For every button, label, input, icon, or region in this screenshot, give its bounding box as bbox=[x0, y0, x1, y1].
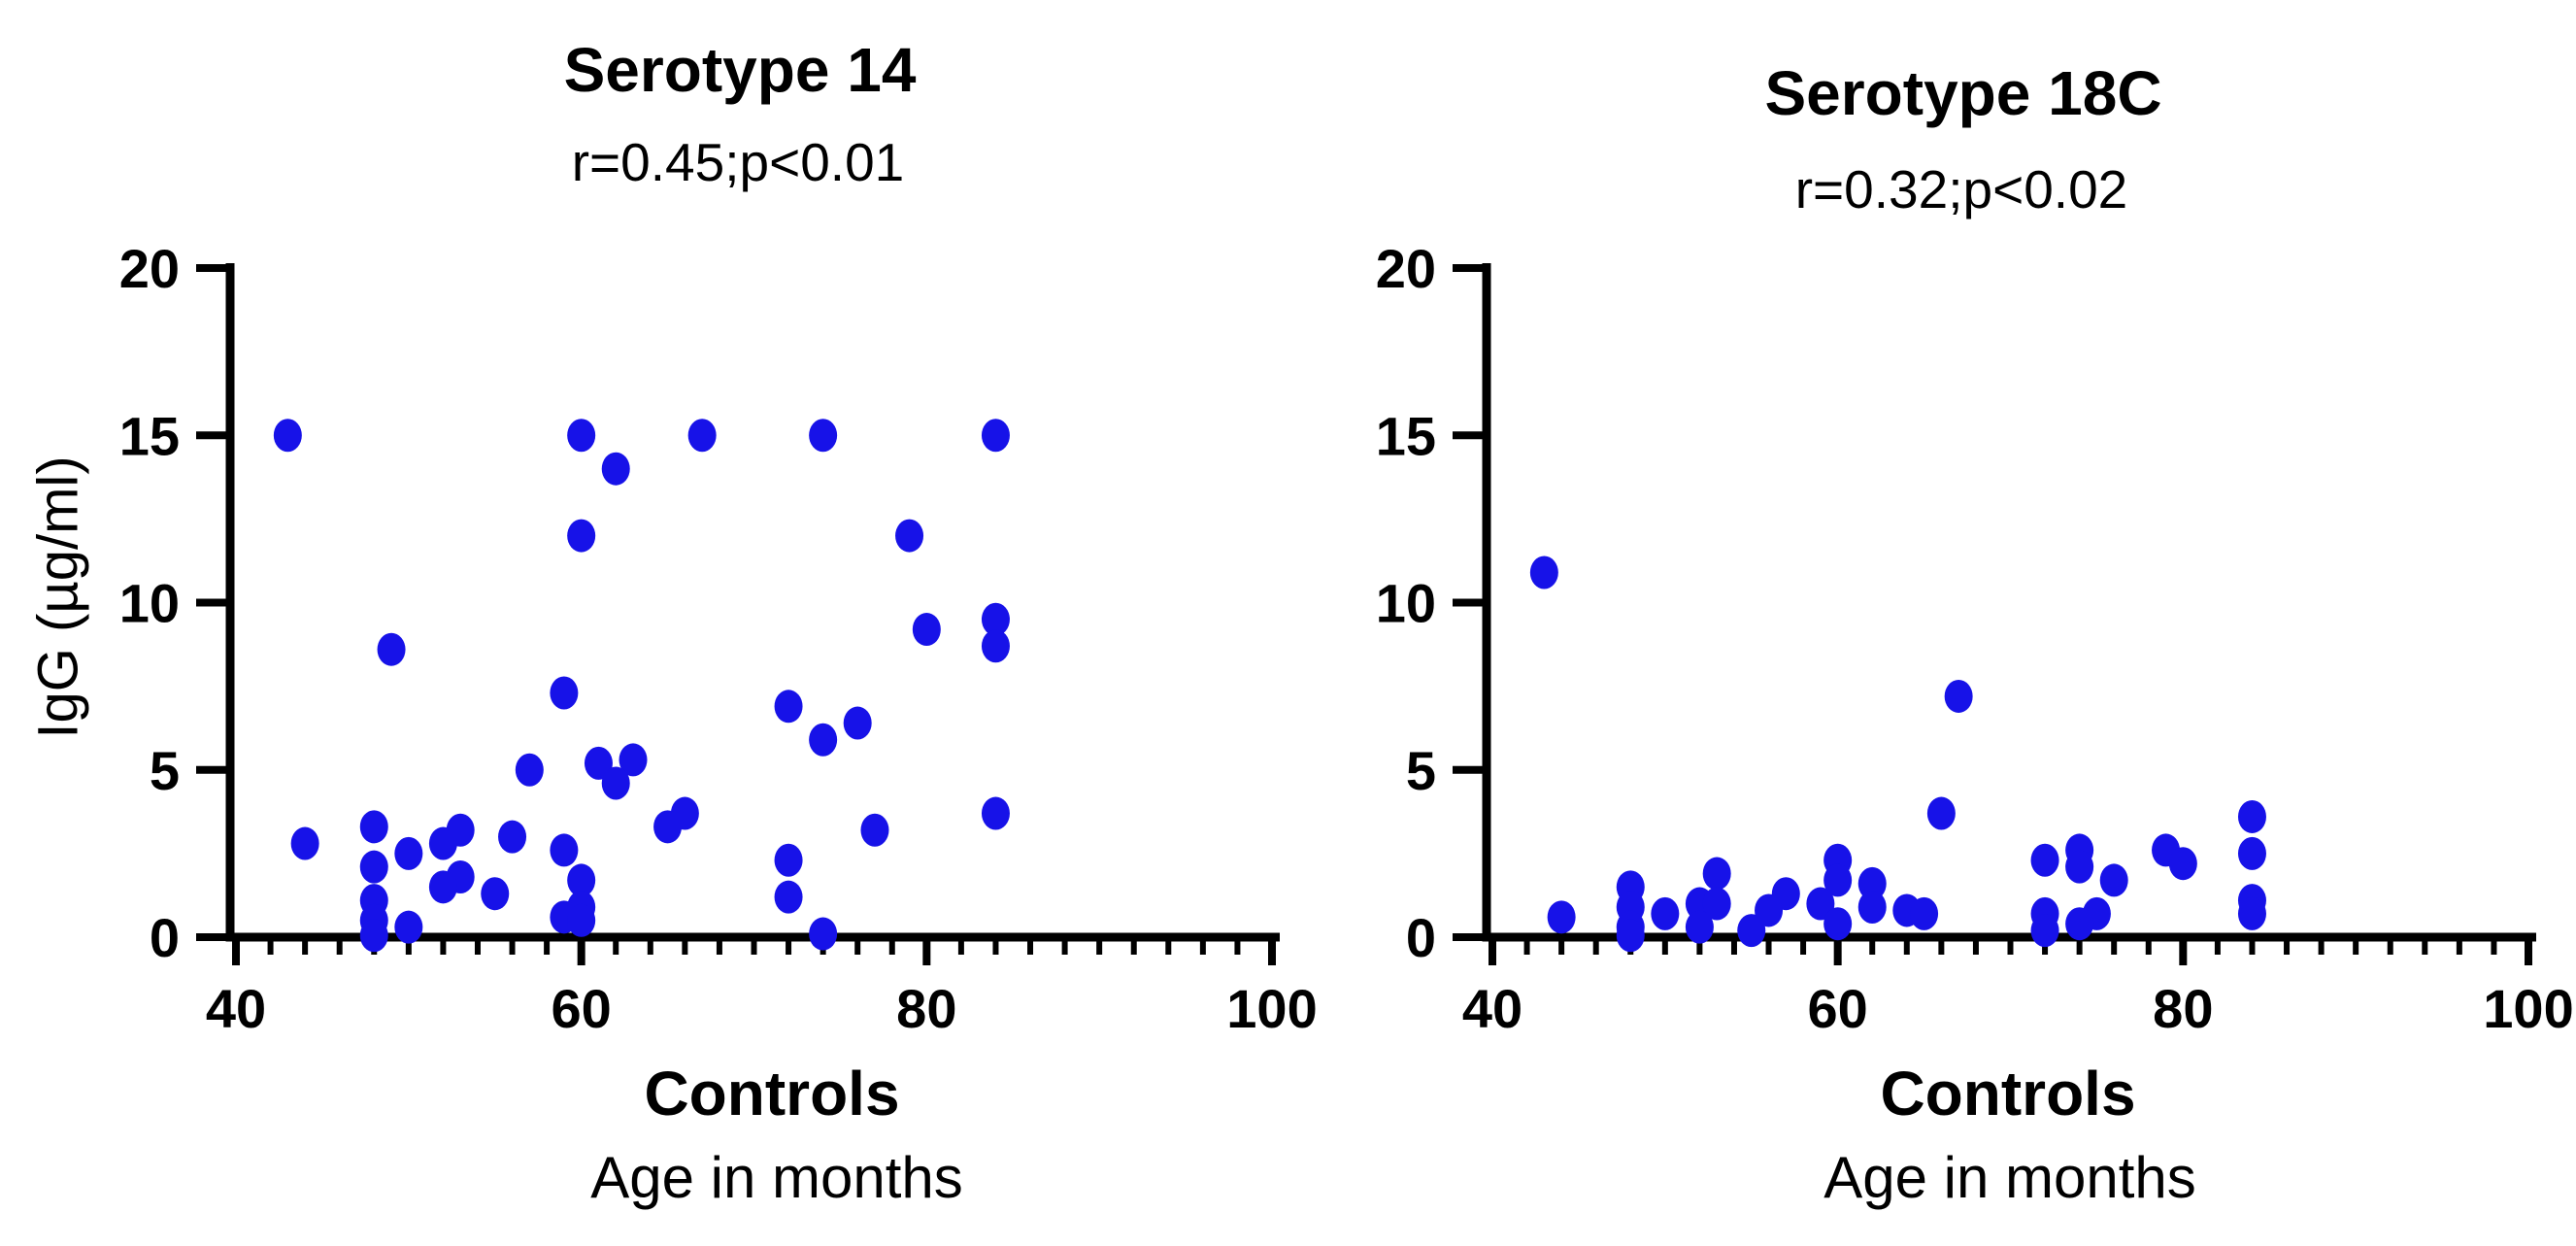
data-point bbox=[774, 843, 803, 877]
data-point bbox=[653, 810, 683, 844]
data-point bbox=[1910, 896, 1939, 930]
data-point bbox=[567, 519, 596, 553]
data-point bbox=[1685, 910, 1714, 944]
data-point bbox=[1702, 887, 1731, 921]
data-point bbox=[1755, 893, 1784, 927]
data-point bbox=[809, 723, 838, 757]
data-point bbox=[809, 419, 838, 453]
data-point bbox=[550, 833, 579, 867]
data-point bbox=[1616, 919, 1645, 953]
y-tick-label: 20 bbox=[119, 238, 180, 299]
data-point bbox=[895, 519, 924, 553]
data-point bbox=[2065, 850, 2094, 884]
data-point bbox=[1944, 679, 1973, 713]
chart-title-serotype14: Serotype 14 bbox=[563, 35, 917, 105]
data-point bbox=[843, 706, 872, 740]
x-tick-label: 80 bbox=[896, 978, 956, 1039]
data-point bbox=[1926, 796, 1956, 830]
data-point bbox=[1547, 900, 1576, 934]
data-point bbox=[273, 419, 302, 453]
data-point bbox=[2099, 863, 2128, 897]
data-point bbox=[428, 826, 457, 860]
data-point bbox=[687, 419, 717, 453]
data-point bbox=[2030, 914, 2059, 948]
data-point bbox=[567, 863, 596, 897]
ylabel-igg: IgG (µg/ml) bbox=[26, 455, 90, 739]
x-tick-label: 100 bbox=[1226, 978, 1317, 1039]
chart-subtitle-serotype14: r=0.45;p<0.01 bbox=[571, 132, 905, 192]
x-tick-label: 60 bbox=[552, 978, 612, 1039]
data-point bbox=[1823, 863, 1853, 897]
x-tick-label: 80 bbox=[2153, 978, 2213, 1039]
data-point bbox=[290, 826, 319, 860]
data-point bbox=[1857, 866, 1887, 900]
x-tick-label: 40 bbox=[206, 978, 266, 1039]
data-point bbox=[394, 910, 423, 944]
data-point bbox=[1823, 907, 1853, 941]
y-tick-label: 0 bbox=[150, 907, 180, 968]
data-point bbox=[912, 613, 941, 647]
y-tick-label: 15 bbox=[119, 405, 180, 466]
data-point bbox=[981, 629, 1010, 663]
xlabel-controls-left: Controls bbox=[644, 1059, 900, 1128]
chart-title-serotype18c: Serotype 18C bbox=[1764, 58, 2162, 128]
data-point bbox=[1702, 857, 1731, 891]
data-point bbox=[981, 602, 1010, 636]
data-point bbox=[774, 690, 803, 724]
data-point bbox=[2030, 843, 2059, 877]
data-point bbox=[2237, 799, 2266, 833]
data-point bbox=[550, 676, 579, 710]
y-tick-label: 5 bbox=[150, 740, 180, 801]
data-point bbox=[981, 419, 1010, 453]
y-tick-label: 10 bbox=[119, 573, 180, 634]
data-point bbox=[428, 870, 457, 904]
data-point bbox=[1529, 556, 1558, 589]
data-point bbox=[498, 820, 527, 854]
data-point bbox=[515, 753, 544, 787]
data-point bbox=[601, 452, 630, 486]
data-point bbox=[1806, 887, 1835, 921]
data-point bbox=[394, 836, 423, 870]
xlabel-controls-right: Controls bbox=[1880, 1059, 2136, 1128]
x-tick-label: 60 bbox=[1808, 978, 1868, 1039]
data-point bbox=[359, 850, 388, 884]
data-point bbox=[601, 766, 630, 800]
data-point bbox=[619, 743, 648, 777]
data-point bbox=[2237, 896, 2266, 930]
xlabel-age-right: Age in months bbox=[1823, 1145, 2196, 1210]
data-point bbox=[860, 813, 889, 847]
data-point bbox=[1651, 896, 1680, 930]
data-point bbox=[567, 903, 596, 937]
data-point bbox=[584, 746, 613, 780]
x-tick-label: 40 bbox=[1462, 978, 1522, 1039]
data-point bbox=[981, 796, 1010, 830]
y-tick-label: 0 bbox=[1406, 907, 1436, 968]
data-point bbox=[2237, 836, 2266, 870]
data-point bbox=[359, 919, 388, 953]
y-tick-label: 5 bbox=[1406, 740, 1436, 801]
x-tick-label: 100 bbox=[2483, 978, 2573, 1039]
chart-subtitle-serotype18c: r=0.32;p<0.02 bbox=[1794, 159, 2128, 219]
xlabel-age-left: Age in months bbox=[590, 1145, 963, 1210]
data-point bbox=[774, 880, 803, 914]
data-point bbox=[1737, 914, 1766, 948]
y-tick-label: 20 bbox=[1376, 238, 1436, 299]
data-point bbox=[2168, 847, 2197, 881]
data-point bbox=[1857, 890, 1887, 924]
data-point bbox=[359, 810, 388, 844]
data-point bbox=[567, 419, 596, 453]
data-point bbox=[809, 917, 838, 951]
y-tick-label: 10 bbox=[1376, 573, 1436, 634]
data-point bbox=[481, 877, 510, 911]
y-tick-label: 15 bbox=[1376, 405, 1436, 466]
data-point bbox=[377, 632, 406, 666]
data-point bbox=[2065, 907, 2094, 941]
